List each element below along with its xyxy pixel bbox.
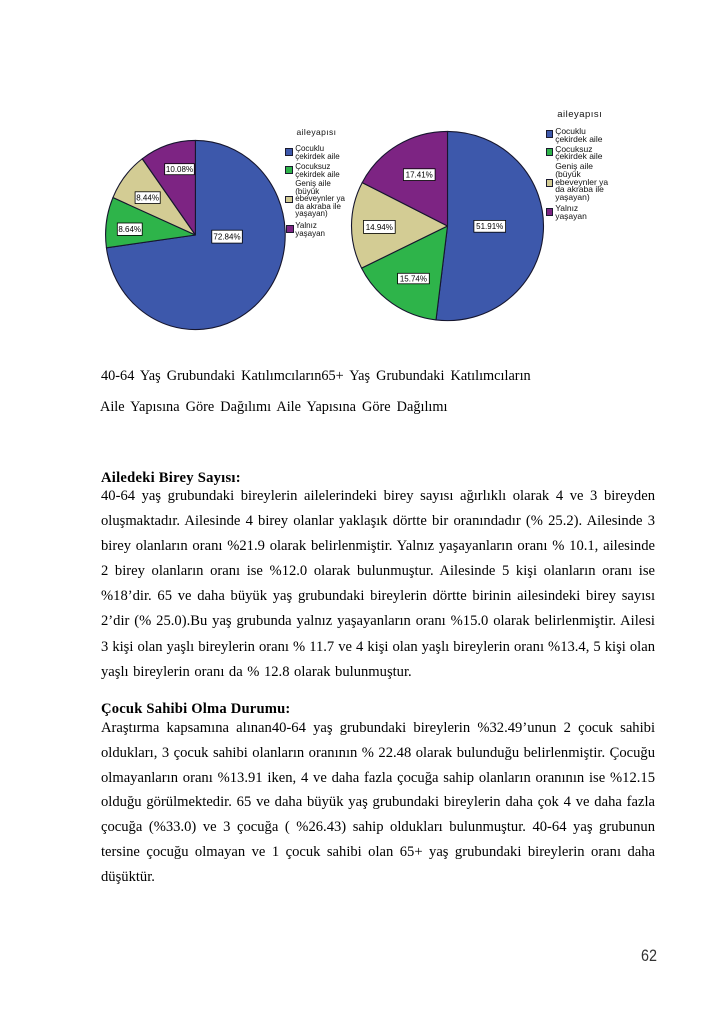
svg-text:51.91%: 51.91% — [476, 222, 503, 231]
svg-text:10.08%: 10.08% — [166, 165, 193, 174]
svg-text:8.64%: 8.64% — [118, 225, 141, 234]
svg-text:72.84%: 72.84% — [213, 233, 240, 242]
svg-text:14.94%: 14.94% — [366, 223, 393, 232]
svg-text:17.41%: 17.41% — [406, 171, 433, 180]
svg-text:8.44%: 8.44% — [136, 194, 159, 203]
svg-text:15.74%: 15.74% — [400, 275, 427, 284]
